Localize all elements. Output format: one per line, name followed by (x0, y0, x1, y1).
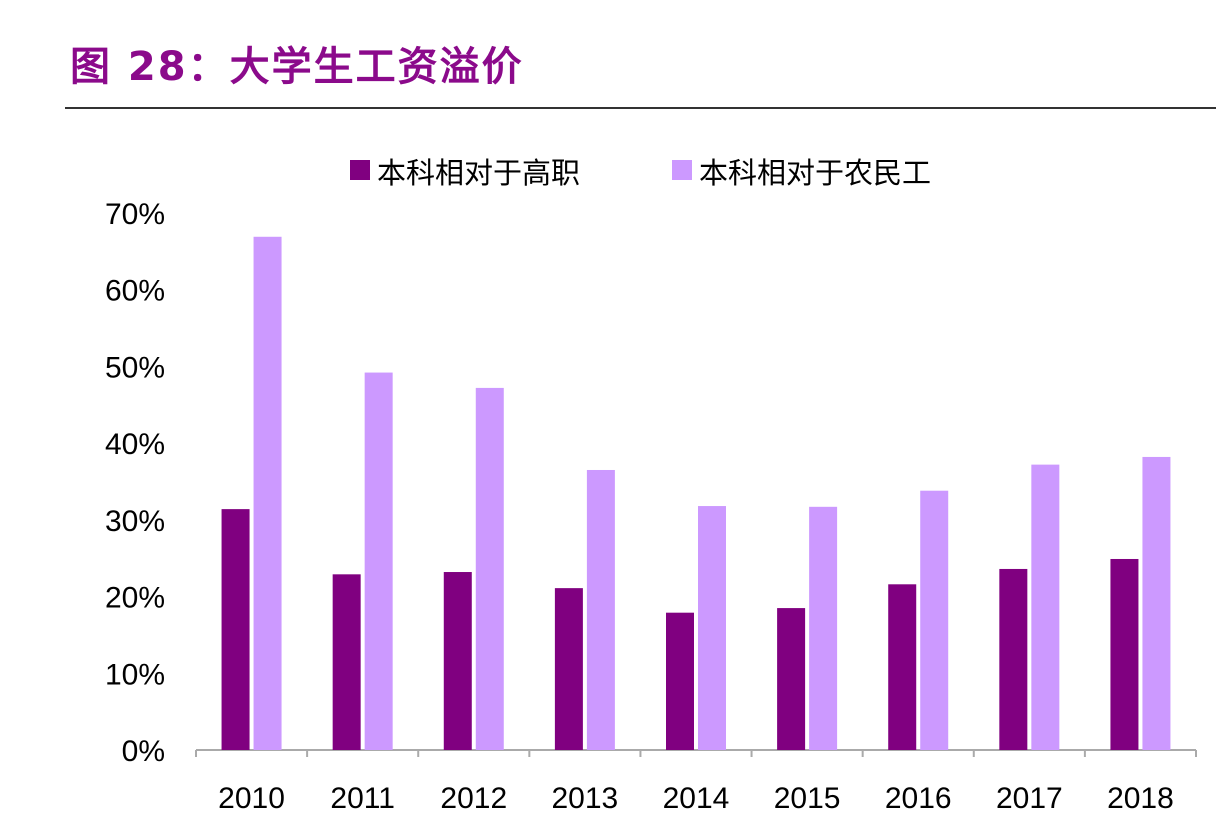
bar-series1 (443, 572, 472, 750)
bar-series1 (554, 588, 583, 750)
bar-series2 (253, 236, 282, 750)
y-tick-label: 40% (105, 428, 165, 461)
bar-series2 (364, 372, 393, 750)
x-tick-label: 2018 (1107, 782, 1174, 815)
y-tick-label: 10% (105, 658, 165, 691)
x-tick-label: 2015 (774, 782, 841, 815)
bar-series2 (1031, 464, 1060, 750)
legend-label: 本科相对于高职 (377, 156, 580, 190)
bar-series1 (999, 568, 1028, 750)
y-tick-label: 30% (105, 505, 165, 538)
bar-series2 (920, 490, 949, 750)
bar-series2 (698, 506, 726, 750)
bar-series1 (332, 574, 361, 750)
y-tick-label: 50% (105, 351, 165, 384)
x-tick-label: 2014 (663, 782, 730, 815)
y-tick-label: 70% (105, 198, 165, 231)
chart-title: 图 28：大学生工资溢价 (70, 44, 524, 90)
legend-swatch (672, 160, 692, 180)
title-divider (65, 107, 1216, 109)
bar-series2 (1142, 456, 1171, 750)
bar-series1 (1110, 558, 1139, 750)
y-tick-label: 20% (105, 582, 165, 615)
x-tick-label: 2010 (218, 782, 285, 815)
y-tick-label: 60% (105, 275, 165, 308)
legend-swatch (350, 160, 370, 180)
bar-series2 (809, 506, 838, 750)
bar-series2 (586, 469, 615, 750)
x-tick-label: 2012 (440, 782, 507, 815)
bar-series1 (666, 612, 694, 750)
bar-series1 (888, 584, 917, 750)
x-tick-label: 2013 (552, 782, 619, 815)
bar-series1 (221, 509, 250, 750)
x-tick-label: 2016 (885, 782, 952, 815)
y-tick-label: 0% (122, 735, 165, 768)
bar-series2 (475, 387, 504, 750)
x-tick-label: 2017 (996, 782, 1063, 815)
bar-series1 (777, 608, 806, 750)
x-tick-label: 2011 (330, 782, 395, 815)
legend-label: 本科相对于农民工 (699, 156, 931, 190)
